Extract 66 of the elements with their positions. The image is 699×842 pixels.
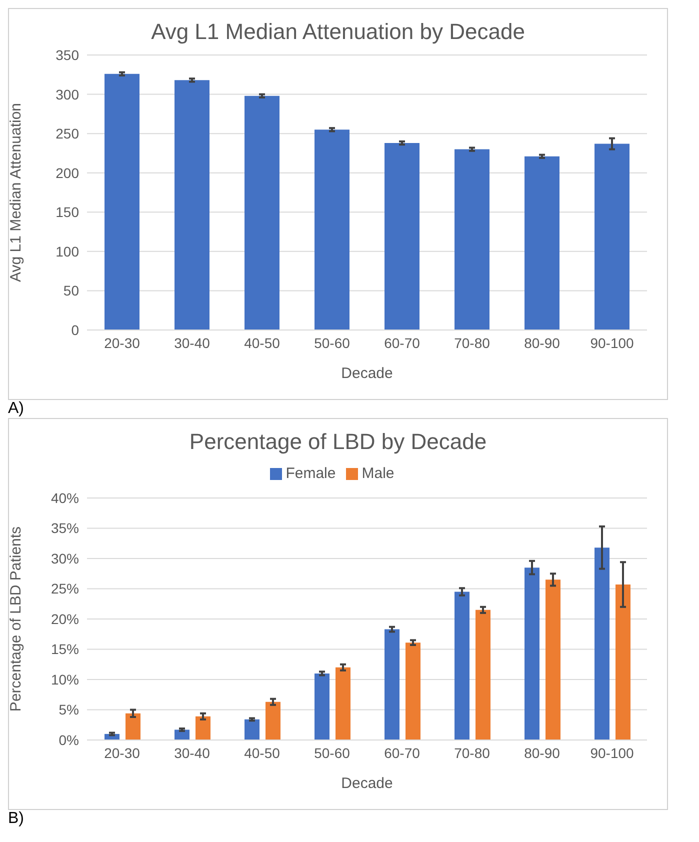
y-tick-label: 10% (50, 671, 79, 688)
bar (594, 548, 610, 740)
bar (476, 610, 490, 740)
x-tick-label: 30-40 (174, 334, 210, 351)
bar (244, 96, 280, 330)
text: A) (8, 400, 25, 418)
y-tick-label: 350 (56, 46, 80, 63)
bar (244, 719, 260, 740)
x-tick-label: 70-80 (454, 744, 490, 761)
bar (524, 156, 560, 330)
chart-title: Percentage of LBD by Decade (188, 428, 488, 455)
x-tick-label: 40-50 (244, 744, 280, 761)
y-tick-label: 15% (50, 641, 79, 658)
x-tick-label: 90-100 (590, 744, 634, 761)
bar (454, 592, 470, 740)
chart-title: Avg L1 Median Attenuation by Decade (150, 18, 526, 45)
bar (314, 673, 330, 740)
bar (104, 74, 140, 330)
x-tick-label: 60-70 (384, 744, 420, 761)
y-tick-label: 150 (56, 204, 80, 220)
bar (174, 730, 190, 740)
x-tick-label: 90-100 (590, 334, 634, 351)
x-tick-label: 80-90 (524, 334, 560, 351)
bar (384, 143, 420, 330)
y-tick-label: 250 (56, 126, 80, 142)
bar (336, 667, 350, 740)
x-tick-label: 50-60 (314, 334, 350, 351)
y-tick-label: 300 (56, 86, 80, 102)
x-tick-label: 40-50 (244, 334, 280, 351)
bar (126, 713, 140, 740)
x-axis-title: Decade (341, 365, 393, 382)
bar (174, 80, 210, 330)
bar (454, 149, 490, 330)
y-tick-label: 200 (56, 164, 80, 181)
x-tick-label: 70-80 (454, 334, 490, 351)
y-axis-title: Percentage of LBD Patients (7, 526, 24, 712)
legend-label: Male (362, 465, 394, 482)
y-tick-label: 20% (50, 610, 79, 627)
bar (616, 584, 630, 740)
y-tick-label: 0% (58, 732, 79, 748)
bar (406, 642, 420, 740)
x-tick-label: 20-30 (104, 334, 140, 351)
y-tick-label: 40% (50, 490, 79, 506)
bar (314, 130, 350, 330)
y-axis-title: Avg L1 Median Attenuation (7, 102, 24, 282)
x-tick-label: 80-90 (524, 744, 560, 761)
y-tick-label: 35% (50, 520, 79, 536)
x-tick-label: 50-60 (314, 744, 350, 761)
text: B) (8, 810, 25, 828)
bar (196, 716, 210, 740)
x-tick-label: 30-40 (174, 744, 210, 761)
x-axis-title: Decade (341, 775, 393, 792)
bar (546, 580, 560, 740)
x-tick-label: 60-70 (384, 334, 420, 351)
y-tick-label: 100 (56, 243, 80, 260)
y-tick-label: 30% (50, 550, 79, 566)
y-tick-label: 50 (63, 282, 80, 299)
bar (266, 702, 280, 740)
bar (594, 144, 630, 330)
bar (384, 629, 400, 740)
y-tick-label: 25% (50, 580, 79, 597)
bar (524, 568, 540, 740)
y-tick-label: 5% (58, 702, 79, 718)
x-tick-label: 20-30 (104, 744, 140, 761)
y-tick-label: 0 (71, 322, 80, 338)
legend-label: Female (286, 465, 336, 482)
